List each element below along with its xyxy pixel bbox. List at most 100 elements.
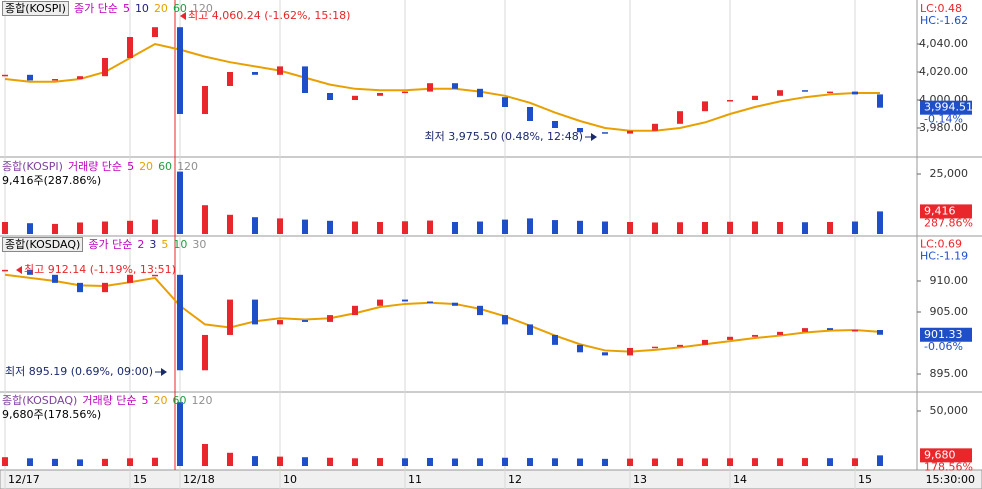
candle — [327, 315, 333, 322]
volume-bar — [727, 458, 733, 466]
volume-bar — [477, 221, 483, 234]
candle — [627, 347, 633, 356]
period: 60 — [172, 394, 187, 407]
candle — [827, 91, 833, 94]
candle — [577, 344, 583, 353]
change-label: -0.06% — [924, 340, 963, 353]
candle — [702, 101, 708, 112]
volume-bar — [202, 444, 208, 466]
volume-bar — [27, 223, 33, 234]
change-label: 287.86% — [924, 216, 973, 229]
candle — [852, 91, 858, 95]
period: 5 — [122, 2, 130, 15]
period: 10 — [173, 238, 188, 251]
candle — [677, 111, 683, 124]
candle — [352, 305, 358, 316]
period: 60 — [158, 160, 173, 173]
last-value: 901.33 — [924, 328, 963, 341]
change-label: 178.56% — [924, 460, 973, 473]
candle — [552, 121, 558, 128]
volume-bar — [577, 458, 583, 466]
candle — [202, 86, 208, 114]
volume-bar — [727, 221, 733, 234]
period: 120 — [191, 2, 213, 15]
volume-bar — [202, 205, 208, 234]
volume-bar — [627, 222, 633, 234]
series-name: 종합(KOSPI) — [2, 1, 69, 16]
lc-label: LC:0.48 — [920, 2, 962, 15]
candle — [877, 329, 883, 335]
volume-bar — [52, 223, 58, 234]
candle — [427, 83, 433, 92]
y-tick-label: 4,020.00 — [919, 65, 968, 78]
candle — [402, 299, 408, 302]
volume-bar — [277, 456, 283, 466]
candle — [852, 329, 858, 332]
candle — [402, 91, 408, 94]
candle — [777, 90, 783, 96]
candle — [277, 320, 283, 325]
candle — [152, 27, 158, 37]
volume-bar — [677, 458, 683, 466]
y-tick-label: 895.00 — [930, 367, 969, 380]
period: 20 — [153, 2, 168, 15]
volume-bar — [177, 402, 183, 466]
candle — [52, 274, 58, 283]
candle — [577, 128, 583, 133]
last-value-box — [920, 327, 972, 342]
volume-bar — [852, 458, 858, 466]
candle — [302, 320, 308, 322]
hc-label: HC:-1.19 — [920, 250, 968, 263]
candle — [652, 346, 658, 349]
volume-bar — [777, 222, 783, 234]
volume-bar — [27, 458, 33, 466]
period: 5 — [127, 160, 135, 173]
volume-bar — [102, 221, 108, 234]
candle — [677, 344, 683, 347]
volume-bar — [302, 219, 308, 234]
volume-bar — [127, 220, 133, 234]
volume-bar — [552, 458, 558, 466]
candle — [277, 66, 283, 75]
candle — [352, 95, 358, 100]
last-value: 3,994.51 — [924, 101, 973, 114]
volume-bar — [877, 455, 883, 466]
candle — [152, 274, 158, 277]
volume-bar — [77, 222, 83, 234]
candle — [2, 74, 8, 77]
candle — [652, 123, 658, 131]
volume-bar — [52, 458, 58, 466]
volume-bar — [502, 219, 508, 234]
candle — [502, 97, 508, 107]
period: 120 — [191, 394, 213, 407]
hc-label: HC:-1.62 — [920, 14, 968, 27]
volume-bar — [152, 219, 158, 234]
candle — [452, 302, 458, 306]
low-annotation: 최저 895.19 (0.69%, 09:00) — [5, 365, 153, 378]
period: 5 — [141, 394, 149, 407]
arrow — [180, 12, 186, 20]
candle — [302, 66, 308, 93]
candle — [127, 274, 133, 283]
volume-bar — [802, 222, 808, 234]
volume-bar — [177, 171, 183, 234]
candle — [552, 334, 558, 345]
volume-bar — [602, 458, 608, 466]
time-label: 13 — [633, 473, 647, 486]
volume-bar — [377, 458, 383, 466]
volume-bar — [77, 459, 83, 466]
candle — [627, 130, 633, 134]
y-tick-label: 25,000 — [930, 167, 969, 180]
last-value-box — [920, 100, 972, 115]
panel-header: 종합(KOSDAQ) 거래량 단순 5 20 60 120 — [2, 394, 217, 408]
time-label: 15:30:00 — [926, 473, 975, 486]
time-label: 12/17 — [8, 473, 40, 486]
time-label: 14 — [733, 473, 747, 486]
volume-bar — [702, 222, 708, 234]
panel-header: 종합(KOSPI) 거래량 단순 5 20 60 120 — [2, 160, 203, 174]
y-tick-label: 905.00 — [930, 305, 969, 318]
volume-bar — [527, 458, 533, 466]
candle — [727, 100, 733, 102]
